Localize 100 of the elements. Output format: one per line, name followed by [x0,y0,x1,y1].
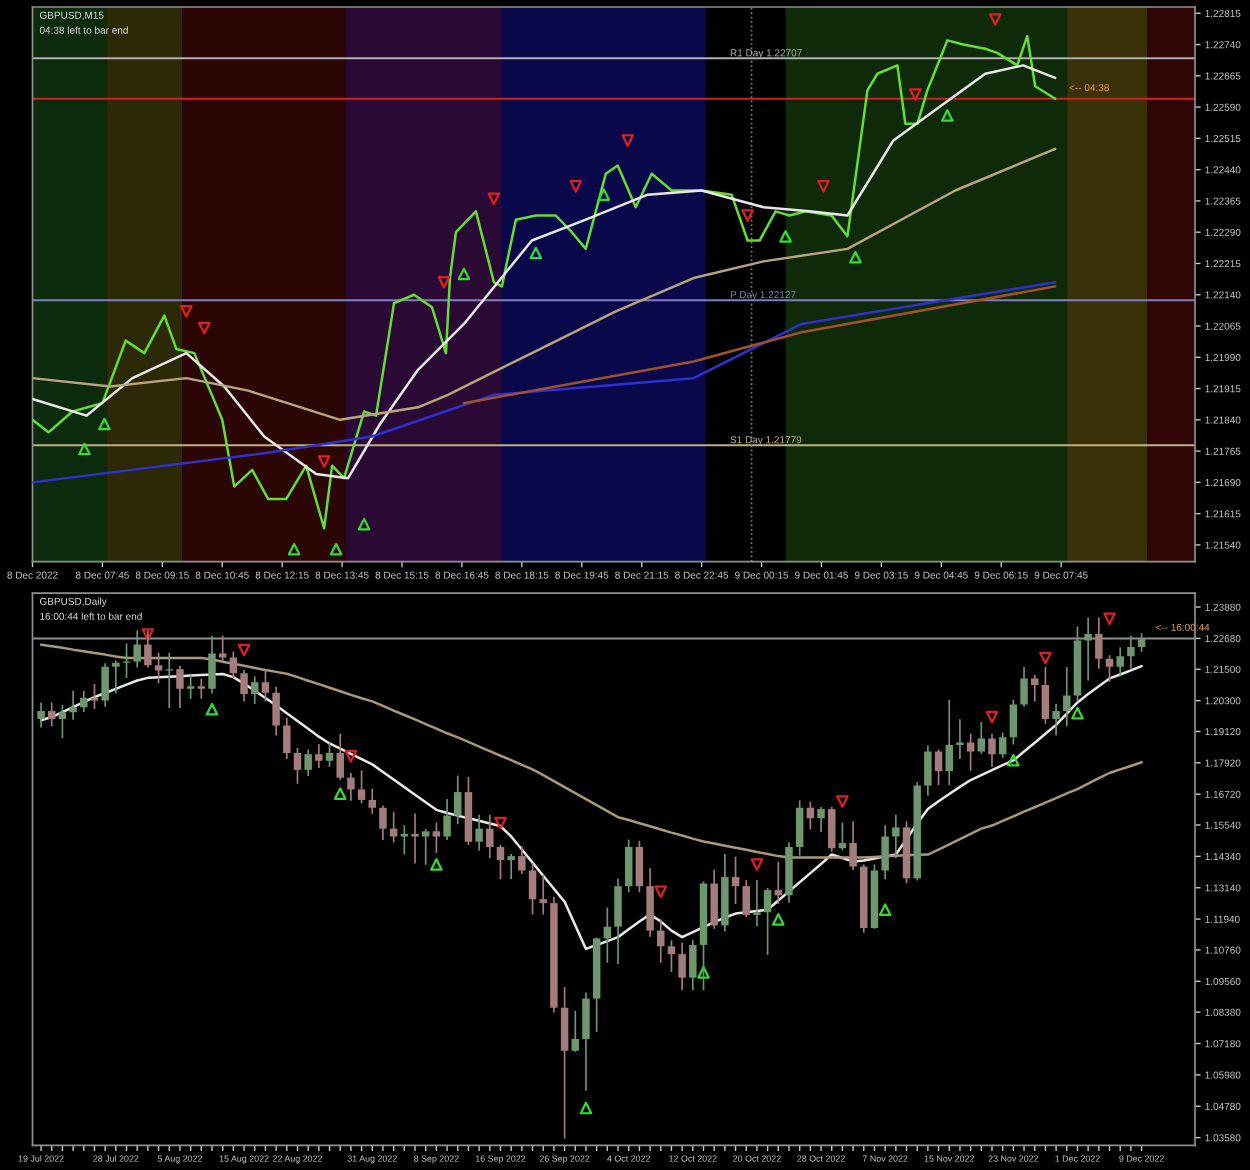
candlestick [678,942,686,991]
point [697,966,710,979]
candlestick [667,940,676,972]
point [237,643,251,657]
point [569,180,583,193]
point [771,913,785,926]
candlestick [251,676,259,705]
candlestick [133,630,141,668]
candlestick [165,652,173,708]
point [985,710,999,724]
point [333,787,347,800]
point [988,13,1002,26]
candlestick [624,839,633,893]
candlestick [710,869,718,929]
candlestick [518,846,526,874]
candlestick [827,806,836,852]
candlestick [507,853,515,880]
point [344,749,358,763]
line-series [32,147,1057,422]
point [457,267,471,281]
point [878,903,892,916]
candlestick [977,721,986,754]
candlestick [614,878,622,965]
candlestick [347,772,355,801]
candlestick [208,635,216,694]
candlestick [229,651,238,678]
point [779,230,792,243]
candlestick [1084,617,1092,681]
candlestick [817,806,825,833]
point [529,246,543,260]
candlestick [154,652,163,684]
point [750,858,764,871]
candlestick [475,814,483,851]
point [287,542,301,556]
candlestick [315,744,323,769]
point [98,417,111,431]
point [317,455,331,468]
point [1071,706,1084,720]
point [430,858,443,871]
point [487,192,501,206]
candlestick [1127,635,1135,669]
candlestick [261,669,270,702]
point [78,442,91,456]
candlestick [1009,699,1018,745]
candlestick [1041,667,1050,724]
candlestick [528,863,537,915]
candlestick [101,663,109,707]
candlestick [742,880,750,918]
point [329,542,343,556]
candlestick [37,702,45,728]
point [941,109,954,122]
point [621,134,635,147]
point [597,188,611,201]
candlestick [357,770,366,804]
candlestick [293,748,302,784]
candlestick [945,699,953,786]
candlestick [988,733,996,767]
candlestick [1095,617,1103,669]
candlestick [753,880,761,927]
candlestick [1030,674,1039,702]
candlestick [112,660,120,694]
candlestick [774,861,783,904]
candlestick [838,822,847,851]
point [817,180,830,193]
candlestick [560,987,569,1139]
candlestick [443,799,451,840]
point [437,275,451,289]
point [205,702,219,716]
candlestick [80,690,88,712]
line-series [32,64,1057,480]
point [836,795,849,808]
point [179,305,193,318]
line-series [32,280,1057,484]
candlestick [881,825,889,880]
candlestick [69,690,77,720]
candlestick [849,821,857,871]
candlestick [304,749,312,776]
candlestick [432,822,441,854]
candlestick [731,856,740,904]
candlestick [144,630,152,668]
candlestick [646,868,654,937]
point [909,88,922,101]
candlestick [934,749,943,786]
candlestick [539,874,547,915]
candlestick [283,718,291,759]
candlestick [1020,667,1028,707]
candlestick [486,814,494,859]
point [849,250,862,264]
candlestick [325,742,334,767]
point [654,885,668,899]
candlestick [1105,655,1114,682]
candlestick [763,887,772,955]
candlestick [400,825,409,855]
candlestick [368,788,377,814]
candlestick [998,732,1007,758]
point [1103,612,1116,626]
candlestick [635,840,644,893]
candlestick [1052,703,1060,736]
candlestick [454,775,462,825]
candlestick [689,940,697,991]
